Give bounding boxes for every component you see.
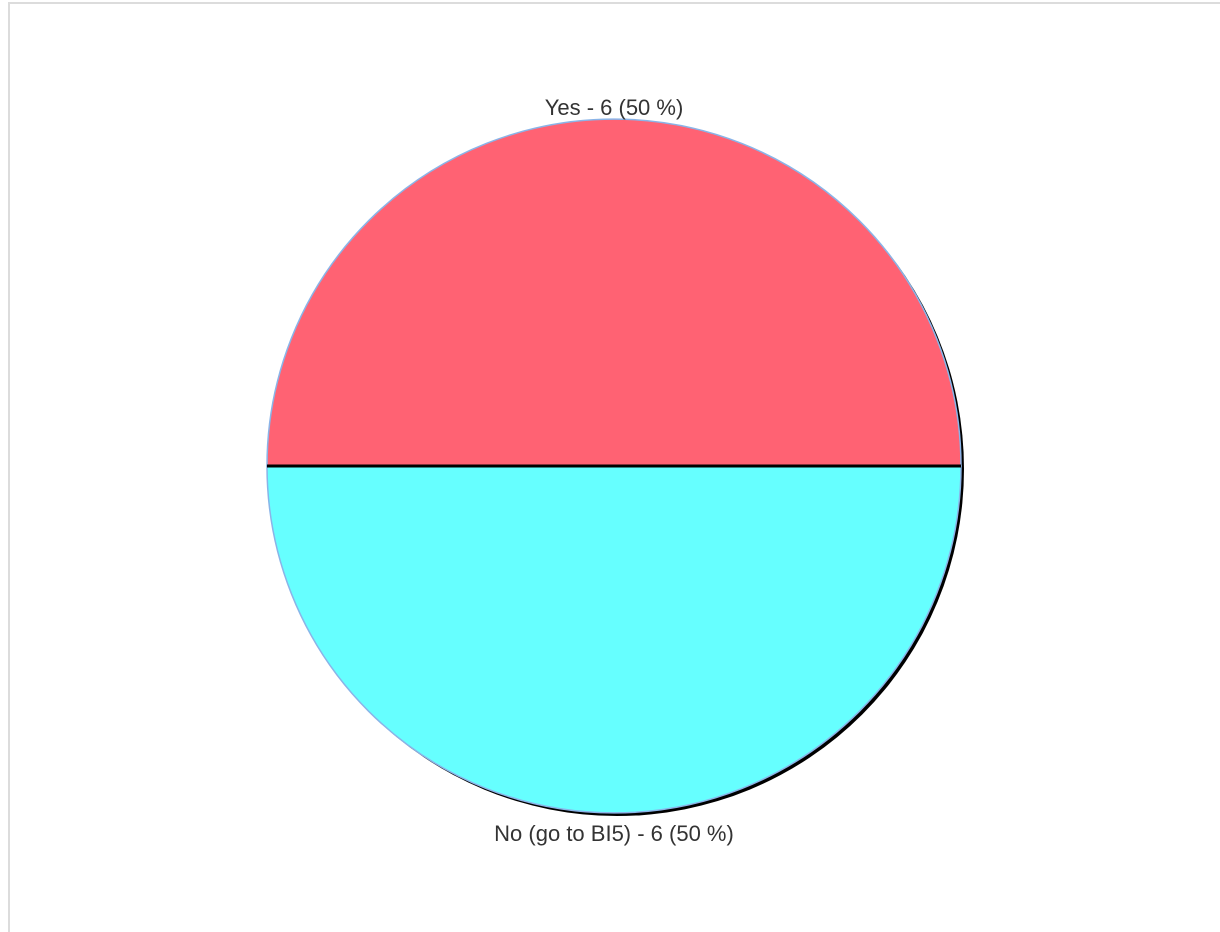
pie-labels: Yes - 6 (50 %) No (go to BI5) - 6 (50 %) <box>494 95 734 846</box>
pie-label-no: No (go to BI5) - 6 (50 %) <box>494 821 734 846</box>
pie-slice-yes <box>266 118 962 467</box>
pie-slices <box>266 118 962 814</box>
pie-slice-no <box>266 465 962 814</box>
pie-label-yes: Yes - 6 (50 %) <box>545 95 684 120</box>
